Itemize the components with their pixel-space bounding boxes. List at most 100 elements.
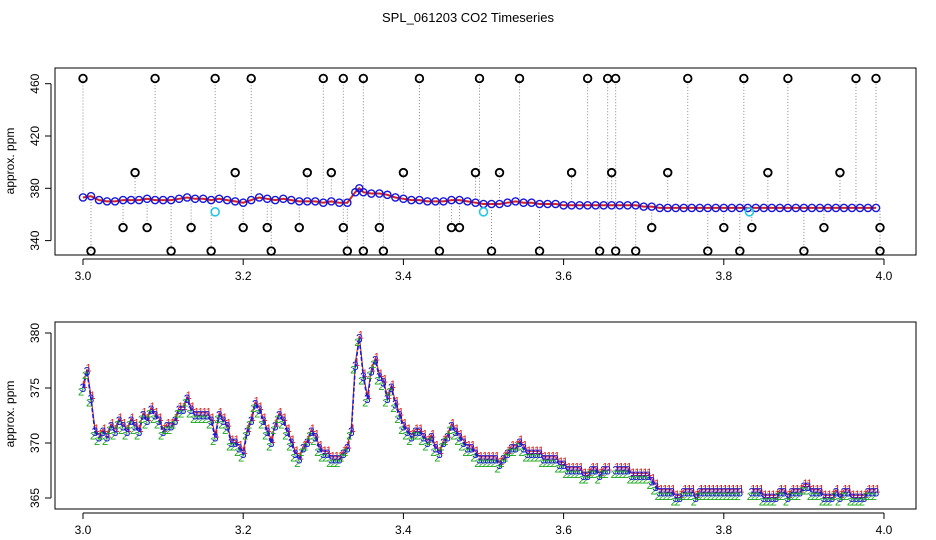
bottom-point-symbol-1: 1 [778,484,784,496]
bottom-point-symbol-2: 2 [759,496,765,508]
bottom-point-symbol-3: 3 [424,436,431,450]
bottom-point-symbol-1: 1 [734,484,740,496]
bottom-point-symbol-3: 3 [124,425,131,439]
top-main-point [607,201,616,210]
bottom-point-symbol-1: 1 [105,429,111,441]
bottom-point-symbol-1: 1 [834,484,840,496]
bottom-point-symbol-2: 2 [450,430,456,442]
bottom-point-symbol-2: 2 [795,491,801,503]
bottom-point-symbol-1: 1 [570,462,576,474]
top-main-point [158,195,168,205]
bottom-point-symbol-1: 1 [786,489,792,501]
bottom-point-symbol-2: 2 [382,397,388,409]
top-outlier-point [739,73,749,84]
bottom-x-axis: 3.0 3.2 3.4 3.6 3.8 4.0 [75,512,893,537]
bottom-point-symbol-3: 3 [793,486,800,500]
bottom-point-symbol-3: 3 [484,453,491,467]
top-main-point [543,199,552,209]
bottom-point-symbol-2: 2 [86,397,92,409]
top-outlier-point [683,73,693,84]
top-plot-frame [54,67,917,256]
bottom-point-symbol-2: 2 [599,469,605,481]
top-x-tick-label: 3.4 [395,269,412,283]
bottom-point-symbol-1: 1 [334,451,340,463]
bottom-point-symbol-3: 3 [92,425,99,439]
top-outlier-point [851,73,861,84]
bottom-point-symbol-2: 2 [190,414,196,426]
bottom-point-symbol-2: 2 [78,386,84,398]
bottom-point-symbol-3: 3 [584,469,591,483]
bottom-point-symbol-3: 3 [560,458,567,472]
bottom-point-symbol-2: 2 [362,397,368,409]
bottom-point-symbol-3: 3 [460,436,467,450]
bottom-point-symbol-1: 1 [530,445,536,457]
top-main-point [399,194,408,204]
bottom-point-symbol-3: 3 [496,458,503,472]
bottom-point-symbol-3: 3 [432,442,439,456]
top-outlier-point [130,167,140,178]
bottom-point-symbol-3: 3 [164,420,171,434]
bottom-point-symbol-3: 3 [132,420,139,434]
top-main-point [294,197,304,206]
bottom-point-symbol-3: 3 [380,376,387,390]
bottom-point-symbol-1: 1 [254,396,260,408]
bottom-point-symbol-3: 3 [212,431,219,445]
bottom-point-symbol-3: 3 [384,392,391,406]
bottom-point-symbol-2: 2 [775,491,781,503]
bottom-point-symbol-2: 2 [394,414,400,426]
bottom-point-symbol-3: 3 [136,425,143,439]
bottom-point-symbol-3: 3 [180,403,187,417]
bottom-point-symbol-3: 3 [280,414,287,428]
top-main-point [855,203,865,213]
bottom-point-symbol-3: 3 [544,453,551,467]
bottom-point-symbol-1: 1 [370,363,376,375]
bottom-point-symbol-3: 3 [636,469,643,483]
bottom-x-tick-label: 4.0 [876,523,893,537]
bottom-y-tick-label: 365 [28,488,42,508]
bottom-point-symbol-1: 1 [302,440,308,452]
bottom-point-symbol-1: 1 [738,484,744,496]
bottom-point-symbol-3: 3 [328,453,335,467]
bottom-point-symbol-3: 3 [660,486,667,500]
bottom-point-symbol-1: 1 [298,451,304,463]
top-x-tick-label: 3.6 [555,269,572,283]
bottom-point-symbol-2: 2 [635,474,641,486]
bottom-point-symbol-3: 3 [120,420,127,434]
bottom-point-symbol-1: 1 [854,489,860,501]
bottom-point-symbol-3: 3 [656,486,663,500]
bottom-point-symbol-2: 2 [543,458,549,470]
bottom-point-symbol-1: 1 [654,478,660,490]
bottom-point-symbol-1: 1 [606,462,612,474]
top-main-point [719,203,729,213]
bottom-point-symbol-2: 2 [667,491,673,503]
bottom-point-symbol-2: 2 [214,414,220,426]
bottom-point-symbol-3: 3 [632,469,639,483]
bottom-point-symbol-2: 2 [310,436,316,448]
bottom-point-symbol-3: 3 [504,447,511,461]
bottom-point-symbol-1: 1 [166,418,172,430]
bottom-point-symbol-1: 1 [350,423,356,435]
bottom-point-symbol-3: 3 [140,409,147,423]
top-main-point [527,198,536,207]
bottom-point-symbol-2: 2 [222,425,228,437]
top-main-point [671,203,681,213]
bottom-point-symbol-2: 2 [555,463,561,475]
bottom-point-symbol-1: 1 [670,484,676,496]
bottom-point-symbol-1: 1 [822,489,828,501]
top-main-point [455,195,464,205]
bottom-point-symbol-2: 2 [90,430,96,442]
top-main-point [302,197,312,206]
bottom-point-symbol-2: 2 [254,408,260,420]
bottom-point-symbol-3: 3 [172,414,179,428]
bottom-point-symbol-3: 3 [108,420,115,434]
bottom-point-symbol-2: 2 [82,370,88,382]
bottom-point-symbol-3: 3 [829,491,836,505]
bottom-point-symbol-1: 1 [550,451,556,463]
bottom-point-symbol-2: 2 [506,447,512,459]
bottom-point-symbol-1: 1 [690,484,696,496]
bottom-point-symbol-2: 2 [490,458,496,470]
bottom-point-symbol-1: 1 [490,451,496,463]
bottom-point-symbol-2: 2 [659,491,665,503]
bottom-point-symbol-2: 2 [851,496,857,508]
